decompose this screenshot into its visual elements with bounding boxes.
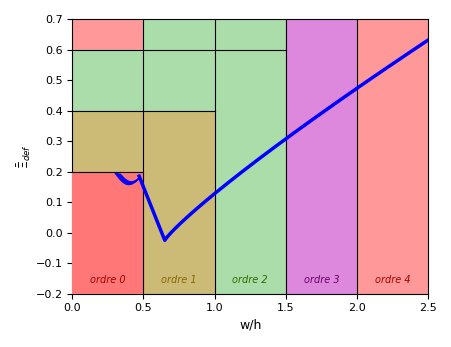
Text: ordre 0: ordre 0 xyxy=(90,274,125,285)
Bar xyxy=(143,19,285,294)
Text: ordre 3: ordre 3 xyxy=(303,274,338,285)
Bar xyxy=(72,172,143,294)
Bar xyxy=(72,19,143,294)
Text: ordre 2: ordre 2 xyxy=(232,274,267,285)
Bar xyxy=(72,50,143,294)
Text: ordre 4: ordre 4 xyxy=(374,274,410,285)
Bar xyxy=(72,111,143,294)
Bar xyxy=(143,111,214,294)
X-axis label: w/h: w/h xyxy=(239,319,261,332)
Bar xyxy=(356,19,427,294)
Text: ordre 1: ordre 1 xyxy=(161,274,196,285)
Y-axis label: $\bar{\Xi}_{def}$: $\bar{\Xi}_{def}$ xyxy=(15,144,32,169)
Bar xyxy=(285,19,356,294)
